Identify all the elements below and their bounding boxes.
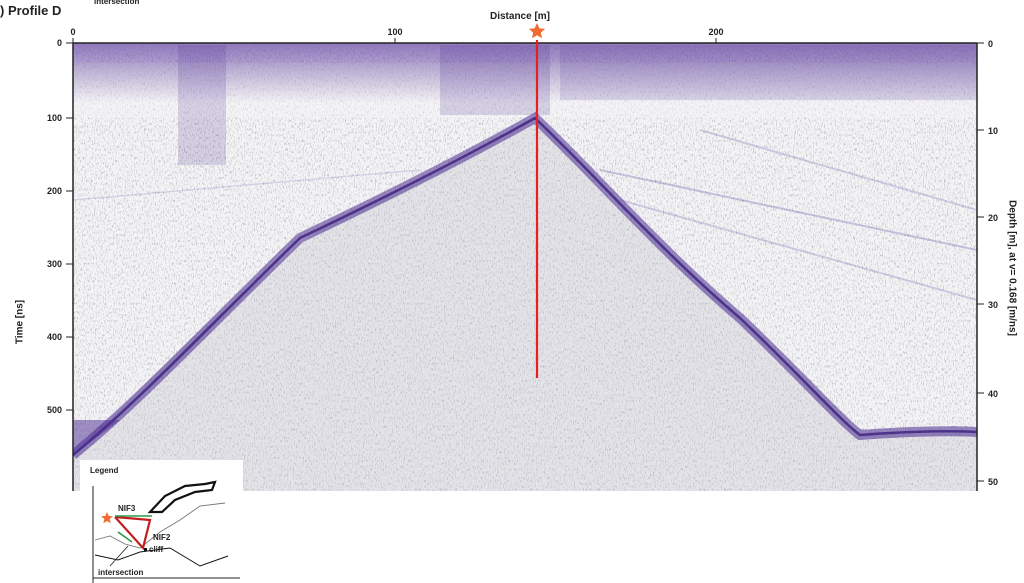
y-left-tick-label: 500 (47, 405, 62, 415)
y-right-tick-label: 20 (988, 213, 998, 223)
star-icon (528, 23, 546, 39)
y-right-tick-label: 40 (988, 389, 998, 399)
y-left-tick-label: 300 (47, 259, 62, 269)
panel-title: ) Profile D (0, 3, 62, 18)
legend-label-cliff: cliff (149, 545, 164, 554)
y-left-tick-label: 400 (47, 332, 62, 342)
y-right-tick-label: 10 (988, 126, 998, 136)
x-tick-label: 100 (387, 27, 402, 37)
y-right-tick-label: 0 (988, 39, 993, 49)
y-left-tick-label: 0 (57, 38, 62, 48)
legend-label-nif3: NIF3 (118, 504, 136, 513)
x-tick-label: 200 (708, 27, 723, 37)
inset-top-label: intersection (94, 0, 140, 6)
legend-title: Legend (90, 466, 119, 475)
y-right-tick-label: 30 (988, 300, 998, 310)
legend-inset: Legend NIF3 NIF2 cliff intersection (80, 460, 243, 583)
y-axis-right-ticks: 0 10 20 30 40 50 (977, 39, 998, 487)
y-axis-left-ticks: 0 100 200 300 400 500 (47, 38, 73, 415)
x-axis-title: Distance [m] (490, 11, 551, 22)
legend-star-icon (101, 512, 113, 524)
legend-label-nif2: NIF2 (153, 533, 171, 542)
x-axis-ticks: 0 100 200 (70, 27, 724, 43)
y-left-tick-label: 100 (47, 113, 62, 123)
legend-label-intersection: intersection (98, 568, 143, 577)
x-tick-label: 0 (70, 27, 75, 37)
y-left-tick-label: 200 (47, 186, 62, 196)
radargram-image (73, 43, 977, 491)
y-right-tick-label: 50 (988, 477, 998, 487)
